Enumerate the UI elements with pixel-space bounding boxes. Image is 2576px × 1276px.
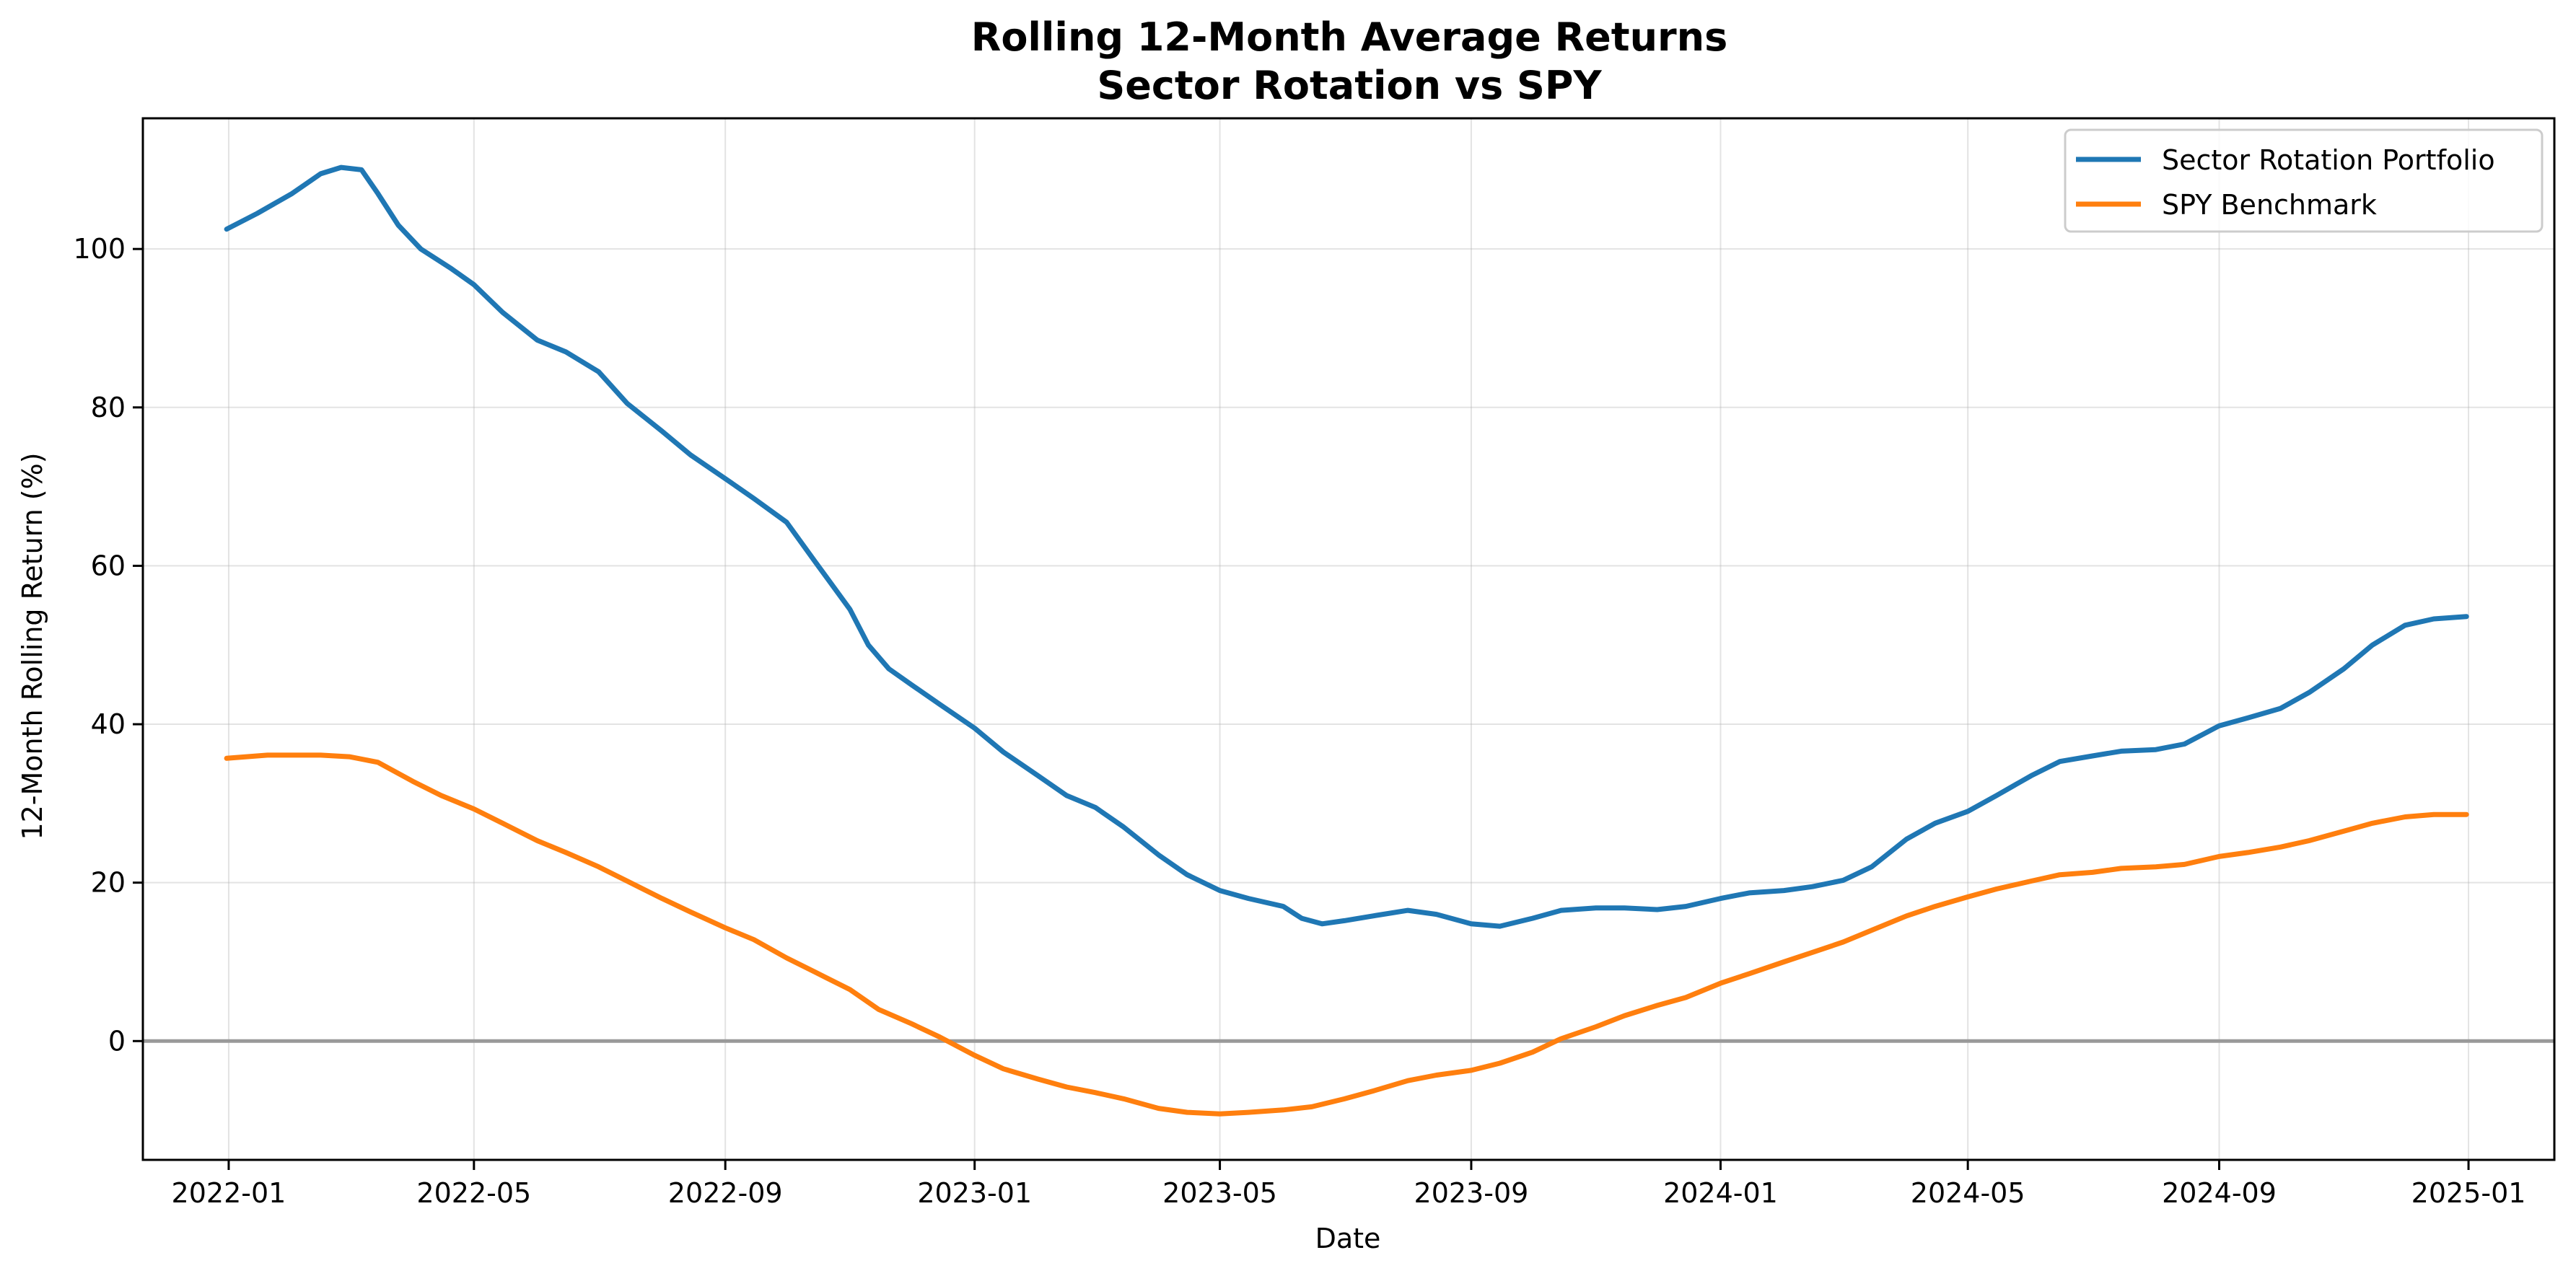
x-tick-label: 2023-05 <box>1162 1177 1277 1209</box>
y-tick-label: 0 <box>108 1025 126 1057</box>
series-line-portfolio <box>224 164 2469 929</box>
legend-label-portfolio: Sector Rotation Portfolio <box>2162 144 2495 176</box>
x-tick-label: 2023-01 <box>917 1177 1032 1209</box>
x-axis: 2022-01 2022-05 2022-09 2023-01 2023-05 2023-… <box>172 1160 2526 1209</box>
y-tick-label: 60 <box>91 550 126 581</box>
y-tick-label: 100 <box>73 233 126 265</box>
y-tick-label: 80 <box>91 392 126 423</box>
x-tick-label: 2022-09 <box>668 1177 783 1209</box>
x-tick-label: 2023-09 <box>1414 1177 1529 1209</box>
x-axis-label: Date <box>1315 1223 1381 1254</box>
x-tick-label: 2022-01 <box>172 1177 286 1209</box>
chart-title-line2: Sector Rotation vs SPY <box>1097 63 1602 108</box>
y-tick-label: 40 <box>91 708 126 740</box>
x-tick-label: 2024-01 <box>1663 1177 1778 1209</box>
y-axis: 0 20 40 60 80 100 <box>73 233 143 1057</box>
series-line-spy <box>224 752 2469 1117</box>
x-tick-label: 2025-01 <box>2411 1177 2526 1209</box>
series-layer <box>224 164 2469 1117</box>
y-tick-label: 20 <box>91 867 126 899</box>
x-tick-label: 2022-05 <box>416 1177 531 1209</box>
legend-label-spy: SPY Benchmark <box>2162 189 2377 221</box>
y-axis-label: 12-Month Rolling Return (%) <box>17 452 48 840</box>
chart-title-line1: Rolling 12-Month Average Returns <box>971 14 1728 60</box>
legend: Sector Rotation Portfolio SPY Benchmark <box>2064 128 2544 233</box>
plot-frame <box>141 117 2556 1161</box>
legend-frame <box>2064 128 2544 233</box>
x-tick-label: 2024-05 <box>1911 1177 2025 1209</box>
x-tick-label: 2024-09 <box>2162 1177 2277 1209</box>
